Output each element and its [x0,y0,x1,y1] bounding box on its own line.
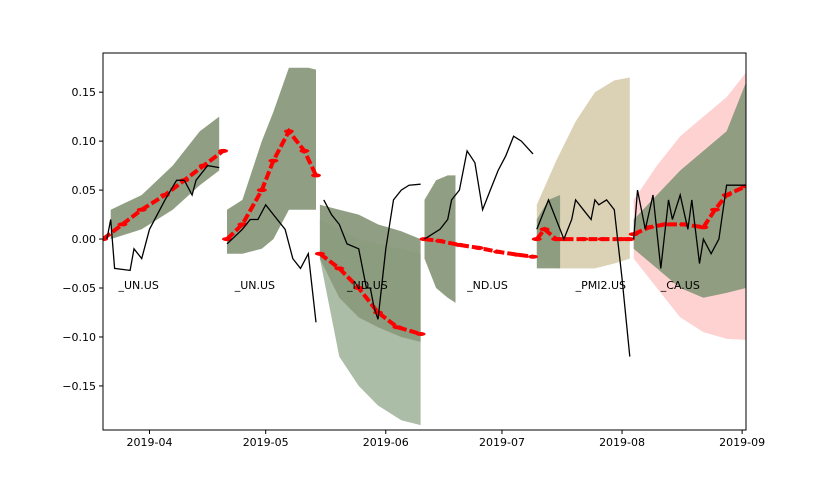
x-tick-label-3: 2019-07 [479,436,525,449]
forecast-point-5-4 [698,225,709,230]
forecast-point-1-5 [299,148,310,153]
annotation-label-2: _ND.US [346,279,388,292]
forecast-point-1-6 [311,173,321,178]
y-tick-label-6: 0.15 [72,86,97,99]
y-tick-label-2: −0.05 [62,282,96,295]
y-axis: −0.15 −0.10 −0.05 0.00 0.05 0.10 0.15 [62,86,103,393]
forecast-point-4-2 [551,237,562,242]
x-axis: 2019-04 2019-05 2019-06 2019-07 2019-08 2019-… [126,430,765,449]
actual-line-5 [633,184,746,269]
forecast-point-1-0 [222,237,232,242]
forecast-point-2-4 [392,325,403,330]
y-tick-label-3: 0.00 [72,233,97,246]
x-tick-label-4: 2019-08 [599,436,645,449]
confidence-bands [110,67,746,426]
actual-line-2 [323,183,421,320]
y-tick-label-0: −0.15 [62,380,96,393]
forecast-point-5-6 [721,193,732,197]
actual-line-3 [424,135,534,240]
forecast-point-0-2 [136,207,147,212]
forecast-point-2-1 [334,266,345,271]
y-tick-label-1: −0.10 [62,331,96,344]
forecast-point-1-2 [256,188,267,193]
x-tick-label-0: 2019-04 [126,436,172,449]
annotation-label-4: _PMI2.US [575,279,626,292]
forecast-point-1-3 [268,158,279,163]
forecast-point-3-3 [473,245,484,250]
x-tick-label-2: 2019-06 [363,436,409,449]
forecast-point-1-4 [283,129,294,134]
forecast-point-5-2 [659,222,670,227]
forecast-point-3-4 [493,249,504,254]
x-tick-label-5: 2019-09 [719,436,765,449]
annotation-labels: _UN.US _UN.US _ND.US _ND.US _PMI2.US _CA.US [118,279,700,292]
annotation-label-5: _CA.US [660,279,700,292]
annotation-label-3: _ND.US [466,279,508,292]
annotation-label-0: _UN.US [118,279,159,292]
actual-line-0 [106,164,220,272]
forecast-point-2-0 [314,251,325,256]
forecast-point-2-2 [353,286,364,290]
actual-line-1 [226,203,317,323]
forecast-point-3-6 [528,254,538,259]
band-5-1 [633,82,746,298]
y-tick-label-5: 0.10 [72,135,97,148]
forecast-point-2-5 [415,332,426,336]
forecast-point-4-7 [624,237,635,242]
forecast-point-0-6 [218,148,229,153]
forecast-point-3-2 [454,242,465,247]
forecast-point-3-1 [435,239,445,243]
forecast-point-4-1 [539,227,550,232]
forecast-point-3-5 [512,252,523,257]
forecast-point-4-5 [597,237,608,242]
forecast-point-4-0 [531,237,542,242]
forecast-point-5-1 [644,225,655,230]
plot-frame [102,52,747,431]
y-tick-label-4: 0.05 [72,184,97,197]
forecast-point-4-6 [617,237,627,242]
forecast-point-5-5 [710,207,720,212]
forecast-point-0-1 [117,222,128,227]
annotation-label-1: _UN.US [234,279,275,292]
actual-series [106,135,746,357]
forecast-point-4-4 [578,237,589,242]
x-tick-label-1: 2019-05 [243,436,289,449]
actual-line-4 [536,198,631,357]
